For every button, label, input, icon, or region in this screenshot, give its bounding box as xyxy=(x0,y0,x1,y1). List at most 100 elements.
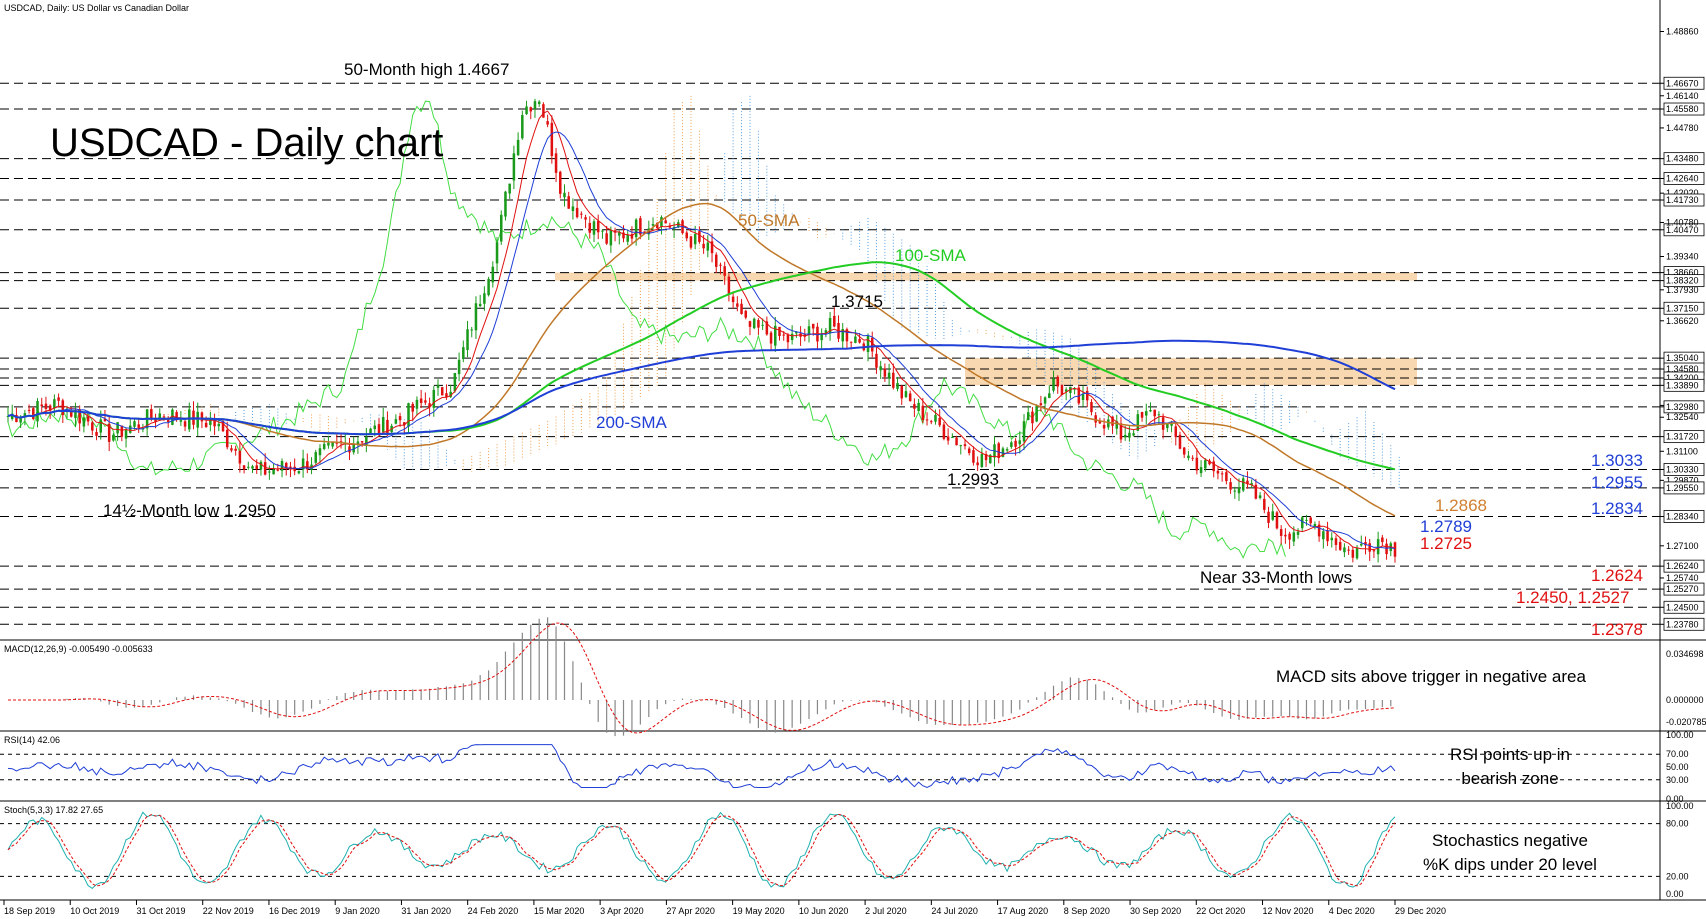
candle-body xyxy=(723,266,726,276)
candle-body xyxy=(1254,484,1258,499)
candle-body xyxy=(53,399,56,409)
price-tag-box xyxy=(1663,481,1705,495)
candle-body xyxy=(360,441,364,443)
candle-body xyxy=(879,366,882,371)
candle-body xyxy=(596,220,600,233)
label-200-sma: 200-SMA xyxy=(596,413,668,432)
candle-body xyxy=(116,422,119,434)
date-tick-label: 10 Oct 2019 xyxy=(70,906,119,916)
candle-body xyxy=(706,242,710,251)
price-tick-label: 1.30330 xyxy=(1666,464,1699,474)
candle-body xyxy=(86,416,90,422)
candle-body xyxy=(908,393,912,402)
macd-scale-label: 0.034698 xyxy=(1666,649,1704,659)
macd-scale-label: -0.020785 xyxy=(1666,717,1706,727)
candle-body xyxy=(1212,461,1215,472)
date-tick-label: 22 Nov 2019 xyxy=(203,906,254,916)
candle-body xyxy=(1241,478,1245,491)
candle-body xyxy=(828,317,832,334)
candle-body xyxy=(276,469,280,471)
candle-body xyxy=(10,413,14,419)
horizontal-levels xyxy=(0,82,1660,625)
price-tick-label: 1.40780 xyxy=(1666,217,1699,227)
candle-body xyxy=(930,421,933,423)
candle-body xyxy=(348,446,351,453)
candle-body xyxy=(453,373,457,392)
rsi-scale-label: 100.00 xyxy=(1666,730,1694,740)
rsi-line xyxy=(7,744,1396,789)
candle-body xyxy=(693,233,697,245)
candle-body xyxy=(1288,533,1291,540)
candle-body xyxy=(959,445,963,447)
macd-note: MACD sits above trigger in negative area xyxy=(1276,667,1586,686)
stoch-d-line xyxy=(7,813,1396,887)
candle-body xyxy=(217,423,221,427)
candle-body xyxy=(209,420,212,425)
candle-body xyxy=(1300,517,1304,529)
candle-body xyxy=(466,329,469,351)
price-tag-box xyxy=(1663,559,1705,573)
candle-body xyxy=(841,329,844,342)
candle-body xyxy=(1225,472,1228,482)
candle-body xyxy=(1145,411,1148,416)
candle-body xyxy=(44,403,48,409)
candle-body xyxy=(478,303,482,307)
candle-body xyxy=(858,339,861,343)
candle-body xyxy=(984,454,988,461)
candle-body xyxy=(744,310,748,318)
chart-title: USDCAD - Daily chart xyxy=(50,121,443,165)
candle-body xyxy=(1018,440,1022,445)
date-tick-label: 27 Apr 2020 xyxy=(666,906,715,916)
rsi-scale-label: 0.00 xyxy=(1666,794,1684,804)
price-tick-label: 1.32980 xyxy=(1666,402,1699,412)
fast-ma-line xyxy=(7,110,1396,551)
price-tick-label: 1.27100 xyxy=(1666,541,1699,551)
candle-body xyxy=(1204,460,1207,469)
candle-body xyxy=(512,153,516,181)
annotation-1-2993: 1.2993 xyxy=(947,470,999,489)
price-tag-box xyxy=(1663,223,1705,237)
candle-body xyxy=(1187,455,1190,459)
candle-body xyxy=(525,106,528,115)
right-label-1-2450-1-2527: 1.2450, 1.2527 xyxy=(1516,588,1629,607)
candle-body xyxy=(356,441,360,445)
price-tick-label: 1.34580 xyxy=(1666,364,1699,374)
candle-body xyxy=(1343,547,1346,553)
candle-body xyxy=(533,101,537,110)
candle-body xyxy=(247,466,250,468)
price-tick-label: 1.34200 xyxy=(1666,373,1699,383)
candle-body xyxy=(571,206,575,211)
candle-body xyxy=(1052,378,1055,391)
candle-body xyxy=(575,207,579,218)
date-axis: 18 Sep 2019 10 Oct 2019 31 Oct 2019 22 Nov … xyxy=(3,900,1446,916)
candle-body xyxy=(1090,401,1093,413)
candle-body xyxy=(398,416,402,421)
candle-body xyxy=(892,372,895,388)
candle-body xyxy=(272,469,275,475)
price-tick-label: 1.36620 xyxy=(1666,316,1699,326)
candle-body xyxy=(259,461,263,470)
candle-body xyxy=(580,213,583,215)
candle-body xyxy=(1364,542,1367,546)
candle-body xyxy=(786,334,790,343)
right-label-1-2834: 1.2834 xyxy=(1591,499,1643,518)
price-tick-label: 1.31720 xyxy=(1666,432,1699,442)
candle-body xyxy=(740,303,743,314)
candle-body xyxy=(1195,457,1199,471)
candle-body xyxy=(752,318,756,329)
stoch-scale-label: 20.00 xyxy=(1666,871,1689,881)
candle-body xyxy=(150,409,153,420)
price-tick-label: 1.23780 xyxy=(1666,619,1699,629)
candle-body xyxy=(462,347,465,359)
price-tick-label: 1.46140 xyxy=(1666,91,1699,101)
price-tick-label: 1.44780 xyxy=(1666,123,1699,133)
candle-body xyxy=(487,278,490,296)
price-tag-box xyxy=(1663,152,1705,166)
candle-body xyxy=(440,387,444,396)
date-tick-label: 9 Jan 2020 xyxy=(335,906,380,916)
candle-body xyxy=(373,425,377,430)
date-tick-label: 29 Dec 2020 xyxy=(1395,906,1446,916)
candle-body xyxy=(896,383,899,389)
candle-body xyxy=(1056,376,1059,387)
candle-body xyxy=(1220,473,1224,475)
